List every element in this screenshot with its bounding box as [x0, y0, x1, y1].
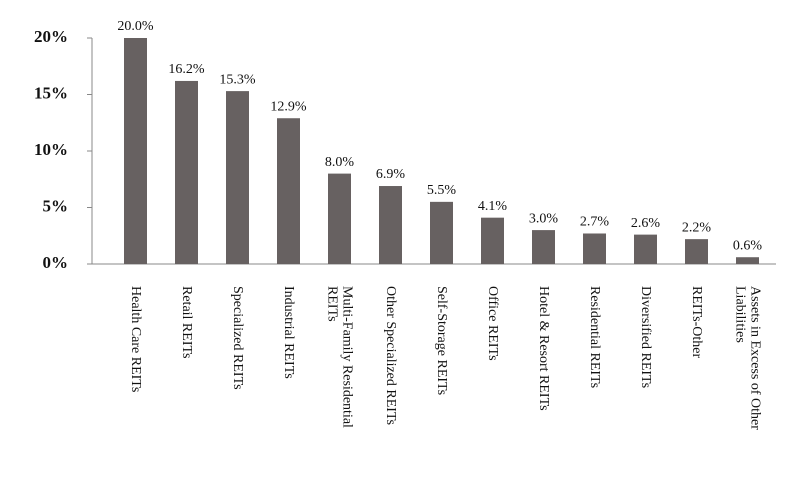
value-label: 2.2% [682, 220, 712, 235]
value-label: 5.5% [427, 183, 457, 198]
x-tick-label: Industrial REITs [281, 286, 296, 379]
value-label: 6.9% [376, 167, 406, 182]
x-tick-label: Specialized REITs [230, 286, 245, 390]
bar [634, 234, 657, 264]
value-label: 2.6% [631, 216, 661, 231]
value-label: 0.6% [733, 238, 763, 253]
y-tick-label: 15% [34, 83, 68, 102]
bar [328, 173, 351, 264]
x-tick-label: Other Specialized REITs [383, 286, 398, 425]
x-tick-label: Assets in Excess of Other Liabilities [732, 286, 763, 430]
bar [481, 217, 504, 264]
x-tick-label: Hotel & Resort REITs [536, 286, 551, 411]
value-label: 3.0% [529, 211, 559, 226]
value-label: 16.2% [168, 62, 205, 77]
x-tick-label: Health Care REITs [128, 286, 143, 393]
y-tick-label: 5% [43, 196, 69, 215]
value-label: 20.0% [117, 19, 154, 34]
bar [124, 38, 147, 264]
x-tick-label: REITs-Other [689, 286, 704, 359]
bar [277, 118, 300, 264]
x-tick-label: Diversified REITs [638, 286, 653, 389]
bar [175, 80, 198, 264]
bar [226, 91, 249, 264]
bar [583, 233, 606, 264]
x-tick-label: Self-Storage REITs [434, 286, 449, 396]
x-tick-label: Office REITs [485, 286, 500, 361]
value-label: 8.0% [325, 155, 355, 170]
x-tick-label: Multi-Family Residential REITs [324, 286, 355, 428]
bar [532, 230, 555, 264]
bar [430, 201, 453, 264]
bar [379, 186, 402, 264]
y-tick-label: 10% [34, 140, 68, 159]
bar [685, 239, 708, 264]
x-tick-label: Residential REITs [587, 286, 602, 389]
bar [736, 257, 759, 264]
y-tick-label: 20% [34, 27, 68, 46]
value-label: 4.1% [478, 199, 508, 214]
value-label: 12.9% [270, 99, 307, 114]
x-tick-label: Retail REITs [179, 286, 194, 359]
value-label: 2.7% [580, 215, 610, 230]
value-label: 15.3% [219, 72, 256, 87]
y-tick-label: 0% [43, 253, 69, 272]
